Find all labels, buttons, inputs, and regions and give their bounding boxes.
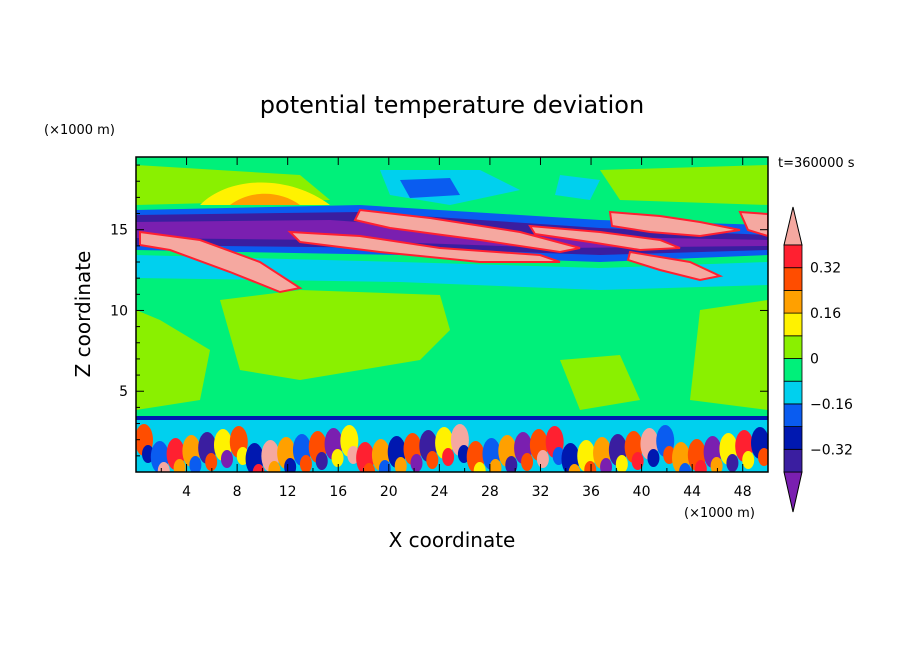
y-tick-label: 5 [119,384,128,400]
x-tick-label: 32 [532,484,550,500]
field-patch-orange-1 [230,193,300,205]
lower-cells [136,424,768,472]
field-band-cyan [136,255,768,290]
lower-cell [220,450,233,468]
colorbar-min-triangle [783,471,803,513]
lower-cell [378,460,391,472]
colorbar-box [783,335,803,359]
colorbar-label: 0.16 [810,306,841,322]
lower-cell [615,455,628,472]
colorbar-box [783,403,803,427]
field-patch-green-6 [560,355,640,410]
field-patch-green-1 [220,290,450,380]
plot-area [136,157,768,472]
x-unit-label: (×1000 m) [684,506,755,521]
field-patch-blue-1 [400,178,460,198]
lower-cell [315,452,328,470]
field-streak-5 [608,210,741,238]
x-tick-label: 40 [633,484,651,500]
lower-cell [600,458,613,472]
y-unit-label: (×1000 m) [44,123,115,138]
field-streak-6 [626,250,724,282]
x-tick-label: 16 [329,484,347,500]
lower-cell [679,463,692,472]
heatmap-field [136,157,768,472]
lower-cell [284,458,297,472]
lower-cell [505,456,518,472]
x-tick-label: 4 [182,484,191,500]
lower-cell [410,454,423,472]
colorbar-box [783,289,803,314]
colorbar-label: −0.16 [810,397,853,413]
lower-cell [584,461,597,472]
lower-cell [473,462,486,472]
x-tick-label: 24 [430,484,448,500]
lower-cell [631,452,644,470]
x-axis-title: X coordinate [389,528,516,552]
lower-cell [157,462,170,472]
lower-cell [331,449,344,467]
lower-cell [647,449,660,467]
lower-cell [252,464,265,472]
lower-cell [694,460,707,472]
x-tick-label: 20 [380,484,398,500]
y-tick-label: 15 [110,223,128,239]
colorbar-label: 0 [810,352,819,368]
field-streak-2 [287,230,561,263]
x-axis: 4 8 12 16 20 24 28 32 36 40 44 48 [160,157,752,500]
lower-cell [568,464,581,472]
colorbar-box [783,267,803,291]
lower-cell [394,457,407,472]
lower-cell [726,454,739,472]
x-tick-label: 44 [683,484,701,500]
colorbar-label: −0.32 [810,442,853,458]
field-patch-green-3 [600,165,768,205]
y-axis-title: Z coordinate [71,251,95,378]
y-axis: 5 10 15 [110,164,768,457]
field-lower-edge [136,416,768,420]
field-patch-green-4 [136,310,210,410]
x-tick-label: 36 [582,484,600,500]
lower-cell [536,450,549,468]
field-patch-cyan-2 [555,175,600,200]
y-tick-label: 10 [110,303,128,319]
lower-cell [205,453,218,471]
lower-cell [299,455,312,472]
field-streak-3 [353,208,581,254]
lower-cell [758,448,768,466]
field-patch-green-5 [690,300,768,410]
colorbar-label: 0.32 [810,261,841,277]
lower-cell [363,463,376,472]
field-streak-4 [528,224,681,252]
x-tick-label: 28 [481,484,499,500]
colorbar-box [783,426,803,450]
x-tick-label: 48 [734,484,752,500]
lower-cell [426,451,439,469]
lower-cell [710,457,723,472]
lower-cell [268,461,281,472]
x-tick-label: 8 [233,484,242,500]
lower-cell [173,459,186,472]
field-streak-1 [139,230,303,294]
colorbar-max-triangle [783,206,803,246]
lower-cell [442,448,455,466]
time-label: t=360000 s [778,156,855,171]
colorbar-box [783,380,803,405]
chart-title: potential temperature deviation [260,91,644,119]
colorbar-box [783,358,803,382]
lower-cell [189,456,202,472]
colorbar-box [783,244,803,269]
colorbar-box [783,312,803,337]
colorbar: 0.32 0.16 0 −0.16 −0.32 [783,206,853,513]
lower-cell [489,459,502,472]
lower-cell [742,451,755,469]
colorbar-box [783,448,803,473]
plot-frame [135,156,769,473]
lower-cell [521,453,534,471]
x-tick-label: 12 [279,484,297,500]
